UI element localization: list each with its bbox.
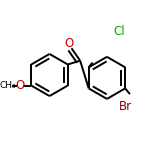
Text: Br: Br bbox=[118, 100, 132, 113]
Text: Cl: Cl bbox=[114, 26, 125, 38]
Text: CH₃: CH₃ bbox=[0, 81, 17, 90]
Text: O: O bbox=[15, 79, 24, 92]
Text: O: O bbox=[64, 37, 73, 50]
